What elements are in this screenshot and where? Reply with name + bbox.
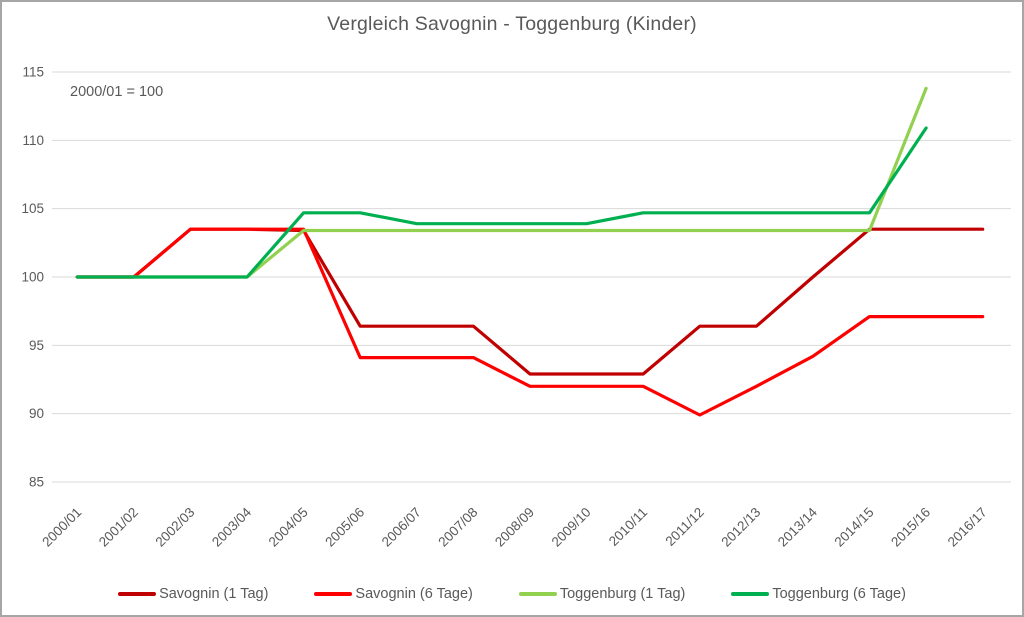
- series-line-toggenburg-6-tage: [75, 126, 928, 279]
- x-axis-label-2010-11: 2010/11: [606, 505, 650, 549]
- x-axis-label-2008-09: 2008/09: [492, 505, 537, 550]
- y-axis-label-85: 85: [29, 475, 44, 490]
- index-base-note: 2000/01 = 100: [70, 84, 164, 100]
- series-line-toggenburg-1-tag: [75, 86, 928, 279]
- legend-label-savognin-1-tag: Savognin (1 Tag): [159, 586, 269, 602]
- legend-label-toggenburg-1-tag: Toggenburg (1 Tag): [559, 586, 686, 602]
- x-axis-label-2012-13: 2012/13: [718, 505, 763, 550]
- y-axis-label-90: 90: [29, 406, 44, 421]
- chart-title: Vergleich Savognin - Toggenburg (Kinder): [327, 13, 697, 35]
- x-axis-label-2016-17: 2016/17: [945, 505, 990, 550]
- x-axis-label-2005-06: 2005/06: [322, 505, 367, 550]
- x-axis-label-2002-03: 2002/03: [152, 505, 197, 550]
- x-axis-label-2000-01: 2000/01: [39, 505, 84, 550]
- legend: Savognin (1 Tag) Savognin (6 Tage) Toggenb…: [2, 586, 1022, 602]
- x-axis-label-2009-10: 2009/10: [549, 505, 594, 550]
- legend-marker-toggenburg-6-tage: [731, 592, 770, 596]
- legend-item-savognin-1-tag: Savognin (1 Tag): [118, 586, 268, 602]
- x-axis-label-2014-15: 2014/15: [832, 505, 877, 550]
- legend-item-toggenburg-1-tag: Toggenburg (1 Tag): [518, 586, 686, 602]
- x-axis-label-2015-16: 2015/16: [888, 505, 933, 550]
- x-axis-label-2001-02: 2001/02: [96, 505, 141, 550]
- legend-marker-savognin-1-tag: [118, 592, 157, 596]
- x-axis-label-2004-05: 2004/05: [266, 505, 311, 550]
- x-axis-label-2013-14: 2013/14: [775, 504, 820, 549]
- y-axis-label-100: 100: [21, 270, 44, 285]
- series-line-savognin-1-tag: [75, 227, 985, 376]
- y-axis-label-105: 105: [21, 201, 44, 216]
- y-axis-label-115: 115: [22, 65, 44, 80]
- x-axis-label-2007-08: 2007/08: [435, 505, 480, 550]
- x-axis-label-2003-04: 2003/04: [209, 504, 254, 549]
- legend-marker-savognin-6-tage: [314, 592, 353, 596]
- legend-item-savognin-6-tage: Savognin (6 Tage): [314, 586, 473, 602]
- legend-label-savognin-6-tage: Savognin (6 Tage): [355, 586, 473, 602]
- legend-label-toggenburg-6-tage: Toggenburg (6 Tage): [772, 586, 906, 602]
- x-axis-label-2006-07: 2006/07: [379, 505, 424, 550]
- legend-marker-toggenburg-1-tag: [518, 592, 557, 596]
- series-line-savognin-6-tage: [75, 227, 985, 417]
- x-axis-label-2011-12: 2011/12: [662, 505, 706, 549]
- legend-item-toggenburg-6-tage: Toggenburg (6 Tage): [731, 586, 906, 602]
- y-axis-label-110: 110: [22, 133, 44, 148]
- y-axis-label-95: 95: [29, 338, 44, 353]
